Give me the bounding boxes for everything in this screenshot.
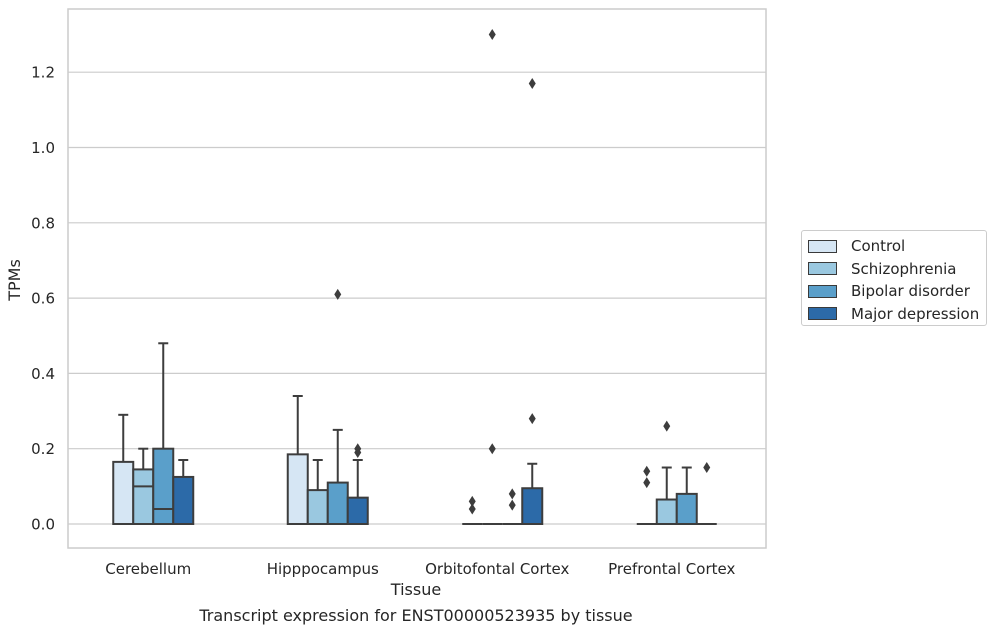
box-bipolar-disorder xyxy=(502,488,523,525)
box-body xyxy=(286,453,309,525)
box-body xyxy=(306,489,329,525)
box-control xyxy=(636,465,657,525)
outlier-point xyxy=(354,443,362,455)
y-tick-label: 0.2 xyxy=(31,440,55,458)
box-body xyxy=(521,487,544,526)
x-tick-label: Cerebellum xyxy=(105,560,191,578)
y-tick-label: 0.0 xyxy=(31,516,55,534)
box-control xyxy=(286,394,309,525)
y-axis-label: TPMs xyxy=(5,259,24,302)
box-major-depression xyxy=(172,458,195,525)
x-tick-label: Prefrontal Cortex xyxy=(608,560,735,578)
legend-item: Schizophrenia xyxy=(808,258,986,281)
legend-item: Bipolar disorder xyxy=(808,280,986,303)
legend-swatch xyxy=(808,284,837,298)
outlier-point xyxy=(488,29,496,41)
box-bipolar-disorder xyxy=(326,288,349,525)
box-control xyxy=(462,495,483,525)
box-body xyxy=(132,468,155,525)
x-tick-label: Orbitofontal Cortex xyxy=(425,560,569,578)
box-bipolar-disorder xyxy=(152,342,175,526)
outlier-point xyxy=(334,288,342,300)
plot-frame xyxy=(67,8,767,549)
legend: Control Schizophrenia Bipolar disorder Majo… xyxy=(801,230,987,326)
legend-label: Control xyxy=(851,237,906,256)
box-body xyxy=(346,496,369,525)
y-tick-label: 0.4 xyxy=(31,365,55,383)
outlier-point xyxy=(643,465,651,477)
legend-swatch xyxy=(808,239,837,253)
box-major-depression xyxy=(521,77,544,526)
chart-title: Transcript expression for ENST0000052393… xyxy=(199,606,633,625)
box-body xyxy=(152,447,175,526)
box-schizophrenia xyxy=(306,458,329,525)
y-tick-label: 1.2 xyxy=(31,64,55,82)
box-body xyxy=(655,498,678,525)
box-body xyxy=(112,460,135,526)
box-control xyxy=(112,413,135,526)
legend-item: Control xyxy=(808,235,986,258)
box-major-depression xyxy=(346,443,369,525)
box-body xyxy=(172,475,195,525)
box-schizophrenia xyxy=(655,420,678,525)
outlier-point xyxy=(528,413,536,425)
outlier-point xyxy=(508,488,516,500)
x-tick-labels: Cerebellum Hipppocampus Orbitofontal Corte… xyxy=(105,560,735,578)
box-schizophrenia xyxy=(132,447,155,525)
outlier-point xyxy=(703,462,711,474)
x-tick-label: Hipppocampus xyxy=(267,560,379,578)
legend-swatch xyxy=(808,307,837,321)
outlier-point xyxy=(508,499,516,511)
box-plots xyxy=(112,29,717,526)
y-tick-label: 0.6 xyxy=(31,290,55,308)
outlier-point xyxy=(528,77,536,89)
outlier-point xyxy=(488,443,496,455)
y-tick-label: 1.0 xyxy=(31,139,55,157)
y-tick-label: 0.8 xyxy=(31,214,55,232)
legend-swatch xyxy=(808,262,837,276)
gridlines xyxy=(68,71,766,525)
legend-label: Schizophrenia xyxy=(851,259,957,278)
outlier-point xyxy=(468,503,476,515)
outlier-point xyxy=(663,420,671,432)
box-major-depression xyxy=(696,462,717,525)
box-bipolar-disorder xyxy=(675,466,698,526)
legend-label: Major depression xyxy=(851,304,980,323)
box-body xyxy=(675,492,698,526)
box-schizophrenia xyxy=(482,29,503,525)
outlier-point xyxy=(468,495,476,507)
x-axis-label: Tissue xyxy=(390,580,441,599)
outlier-point xyxy=(643,477,651,489)
y-tick-labels: 0.0 0.2 0.4 0.6 0.8 1.0 1.2 xyxy=(31,64,55,534)
legend-item: Major depression xyxy=(808,303,986,326)
legend-label: Bipolar disorder xyxy=(851,282,970,301)
box-body xyxy=(326,481,349,525)
